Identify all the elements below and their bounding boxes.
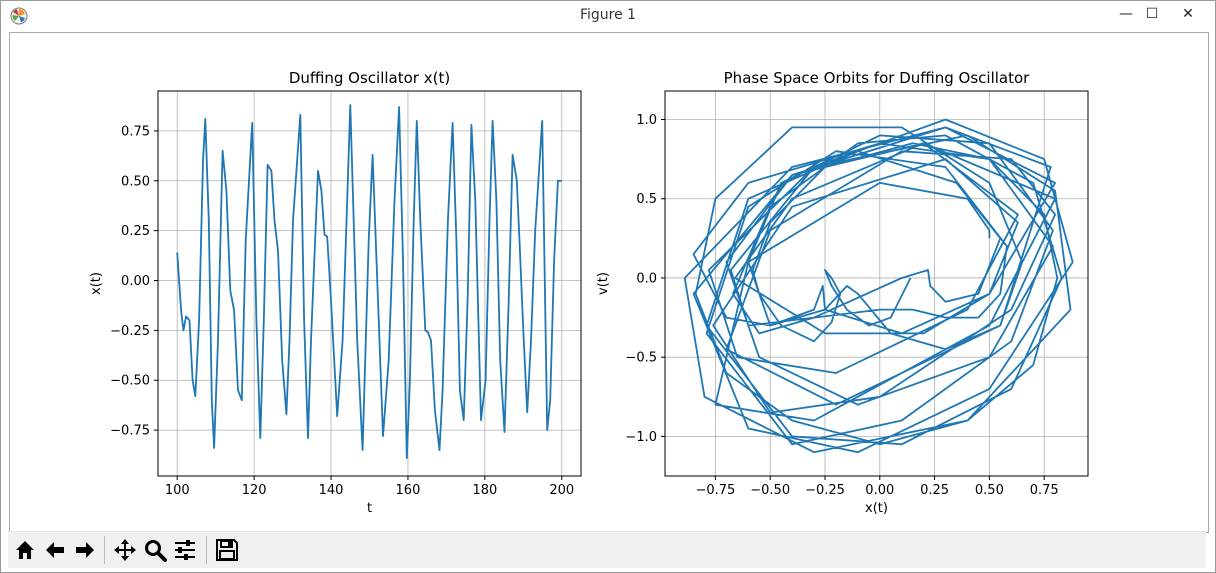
y-tick-label: −0.75 [110, 424, 150, 439]
x-axis-label: t [367, 501, 372, 516]
x-tick-label: 0.75 [1030, 483, 1059, 498]
forward-icon [76, 542, 94, 558]
navigation-toolbar [8, 531, 1206, 568]
zoom-button[interactable] [140, 535, 170, 565]
y-tick-label: 0.75 [121, 124, 150, 139]
y-tick-label: 0.25 [121, 224, 150, 239]
y-tick-label: −0.50 [110, 374, 150, 389]
save-icon [216, 539, 238, 561]
x-axis-label: x(t) [865, 501, 888, 516]
y-tick-label: 0.5 [636, 192, 657, 207]
y-axis-label: v(t) [596, 272, 611, 295]
title-bar: Figure 1 — ☐ ✕ [1, 1, 1215, 31]
chart-title: Phase Space Orbits for Duffing Oscillato… [724, 69, 1031, 87]
configure-subplots-icon [175, 540, 195, 560]
configure-subplots-button[interactable] [170, 535, 200, 565]
x-tick-label: 200 [549, 483, 574, 498]
subplot-x-vs-t: 100 120 140 160 180 200 −0.75 −0.50 −0.25 0.00 0.2… [89, 69, 582, 516]
y-tick-label: 0.50 [121, 174, 150, 189]
close-button[interactable]: ✕ [1182, 6, 1194, 22]
x-tick-label: 120 [242, 483, 267, 498]
pan-icon [114, 539, 136, 561]
toolbar-separator [104, 536, 105, 564]
zoom-icon [145, 540, 167, 562]
forward-button[interactable] [70, 535, 100, 565]
y-tick-label: 0.0 [636, 271, 657, 286]
home-button[interactable] [10, 535, 40, 565]
x-tick-label: −0.25 [805, 483, 845, 498]
y-axis-label: x(t) [89, 272, 104, 295]
axes-frame [157, 90, 582, 477]
minimize-button[interactable]: — [1119, 6, 1133, 22]
y-tick-label: −1.0 [625, 430, 657, 445]
x-tick-label: −0.75 [695, 483, 735, 498]
y-tick-label: −0.5 [625, 351, 657, 366]
y-tick-label: 1.0 [636, 113, 657, 128]
home-icon [16, 541, 34, 559]
x-tick-label: 180 [472, 483, 497, 498]
x-tick-label: 0.50 [975, 483, 1004, 498]
matplotlib-icon [10, 7, 28, 25]
x-tick-label: 0.25 [920, 483, 949, 498]
y-tick-label: 0.00 [121, 274, 150, 289]
subplot-phase-space: −0.75 −0.50 −0.25 0.00 0.25 0.50 0.75 −1.0 −0.5 0… [596, 69, 1089, 516]
back-icon [46, 542, 64, 558]
x-tick-label: 100 [165, 483, 190, 498]
series-line [683, 118, 1074, 454]
save-button[interactable] [212, 535, 242, 565]
x-tick-label: 160 [396, 483, 421, 498]
x-tick-label: 140 [319, 483, 344, 498]
pan-button[interactable] [110, 535, 140, 565]
toolbar-separator [206, 536, 207, 564]
maximize-button[interactable]: ☐ [1145, 6, 1159, 22]
figure-plot-area: 100 120 140 160 180 200 −0.75 −0.50 −0.25 0.00 0.2… [89, 69, 1089, 516]
axes-frame [664, 90, 1089, 477]
x-tick-label: 0.00 [865, 483, 894, 498]
y-tick-label: −0.25 [110, 324, 150, 339]
x-tick-label: −0.50 [750, 483, 790, 498]
back-button[interactable] [40, 535, 70, 565]
series-line [176, 104, 562, 459]
window-title: Figure 1 [579, 7, 637, 23]
chart-title: Duffing Oscillator x(t) [289, 69, 450, 87]
